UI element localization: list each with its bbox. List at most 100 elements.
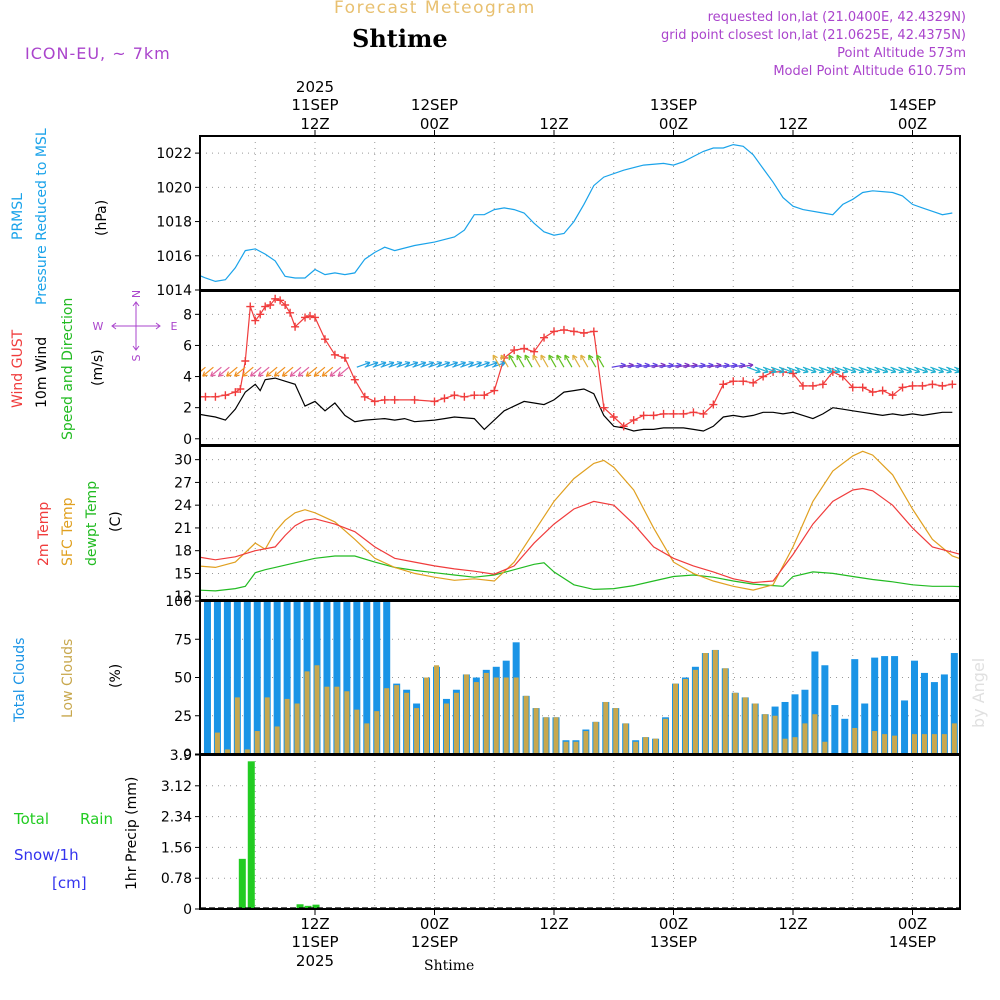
wind-direction-arrow [313, 366, 326, 377]
wind-direction-arrowhead [596, 354, 602, 361]
wind-direction-arrow [946, 366, 960, 373]
low-cloud-bar [414, 708, 420, 754]
low-cloud-bar [443, 703, 449, 754]
wind-direction-arrow [659, 364, 674, 368]
total-cloud-bar [343, 601, 351, 754]
low-cloud-bar [962, 725, 967, 754]
wind-direction-arrow [683, 364, 698, 368]
low-cloud-bar [434, 665, 439, 754]
low-cloud-bar [374, 711, 380, 754]
wind-direction-arrowhead [922, 367, 929, 374]
gust-marker [629, 416, 638, 425]
gust-marker [251, 316, 260, 325]
panel-frame-5 [199, 754, 961, 910]
low-cloud-bar [573, 741, 579, 754]
y-tick-label-1: 1016 [156, 249, 192, 265]
precip-unit: 1hr Precip (mm) [124, 777, 140, 890]
gust-marker [540, 333, 549, 342]
bottom-axis-date: 14SEP [889, 933, 936, 951]
wind-direction-arrowhead [412, 361, 419, 367]
wind-speed-line [200, 377, 953, 432]
low-cloud-bar [533, 708, 539, 754]
wind-direction-arrowhead [281, 371, 288, 377]
gust-marker [689, 408, 698, 417]
y-tick-label-2: 6 [183, 338, 192, 354]
bottom-axis-year: 2025 [296, 952, 334, 970]
model-label: ICON-EU, ~ 7km [25, 44, 171, 63]
pressure-label-msl: Pressure Reduced to MSL [34, 128, 50, 305]
wind-direction-arrow [444, 361, 458, 368]
wind-direction-arrow [731, 364, 746, 368]
total-cloud-bar [353, 601, 361, 754]
wind-direction-arrowhead [779, 367, 785, 374]
wind-direction-arrow [746, 366, 761, 373]
bottom-axis-time: 12Z [778, 915, 807, 933]
wind-direction-arrow [532, 354, 541, 368]
wind-direction-arrow [786, 366, 801, 373]
low-cloud-bar [384, 688, 390, 754]
wind-direction-arrow [770, 366, 785, 373]
wind-direction-arrowhead [850, 367, 857, 374]
wind-direction-arrowhead [842, 367, 849, 374]
wind-direction-arrowhead [508, 354, 514, 361]
wind-direction-arrow [572, 354, 581, 368]
precip-label-rain: Rain [80, 810, 113, 828]
top-axis-time: 12Z [300, 115, 329, 133]
gust-marker [798, 381, 807, 390]
total-cloud-bar [821, 665, 829, 754]
forecast-subtitle: Forecast Meteogram [334, 0, 536, 18]
gust-marker [236, 385, 245, 393]
wind-direction-arrow [691, 364, 706, 368]
wind-direction-arrow [675, 364, 690, 368]
low-cloud-bar [234, 697, 240, 754]
wind-direction-arrow [289, 366, 302, 377]
wind-direction-arrow [810, 366, 825, 373]
wind-direction-arrow [234, 366, 246, 377]
wind-direction-arrowhead [763, 367, 769, 374]
temp-2m-line [200, 487, 960, 584]
wind-direction-arrowhead [811, 367, 817, 374]
low-cloud-bar [742, 697, 748, 754]
wind-direction-arrowhead [890, 367, 897, 374]
y-tick-label-1: 1020 [156, 180, 192, 196]
low-cloud-bar [553, 717, 559, 754]
wind-direction-arrow [484, 361, 498, 368]
wind-direction-arrow [834, 366, 849, 373]
wind-direction-arrow [778, 366, 793, 373]
total-cloud-bar [283, 601, 291, 754]
wind-direction-arrow [842, 366, 857, 373]
y-tick-label-4: 100 [165, 594, 192, 610]
low-clouds-label: Low Clouds [60, 639, 76, 718]
wind-direction-label: Speed and Direction [60, 298, 76, 440]
wind-direction-arrowhead [858, 367, 865, 374]
wind-direction-arrowhead [500, 361, 506, 367]
wind-direction-arrow [297, 366, 310, 377]
total-cloud-bar [920, 672, 928, 754]
gust-marker [938, 381, 947, 390]
wind-direction-arrowhead [202, 371, 208, 377]
wind-direction-arrow [715, 364, 730, 368]
gust-marker [908, 381, 917, 390]
gust-marker [246, 302, 255, 311]
total-cloud-bar [293, 601, 301, 754]
low-cloud-bar [334, 686, 340, 754]
wind-direction-arrowhead [372, 361, 379, 367]
precip-label-cm: [cm] [52, 874, 87, 892]
wind-direction-arrow [404, 361, 418, 368]
gust-marker [868, 388, 877, 397]
wind-direction-arrow [321, 366, 334, 377]
low-cloud-bar [404, 692, 410, 754]
gust-marker [201, 392, 210, 401]
low-cloud-bar [872, 731, 878, 754]
wind-direction-arrow [500, 354, 509, 368]
total-cloud-bar [791, 694, 799, 754]
wind-direction-arrow [202, 366, 214, 377]
wind-direction-arrow [938, 366, 952, 373]
gust-marker [898, 383, 907, 392]
wind-direction-arrowhead [516, 354, 522, 361]
model-altitude: Model Point Altitude 610.75m [773, 64, 966, 79]
low-cloud-bar [702, 653, 708, 754]
top-axis-time: 12Z [539, 115, 568, 133]
wind-gust-label: Wind GUST [10, 329, 26, 408]
